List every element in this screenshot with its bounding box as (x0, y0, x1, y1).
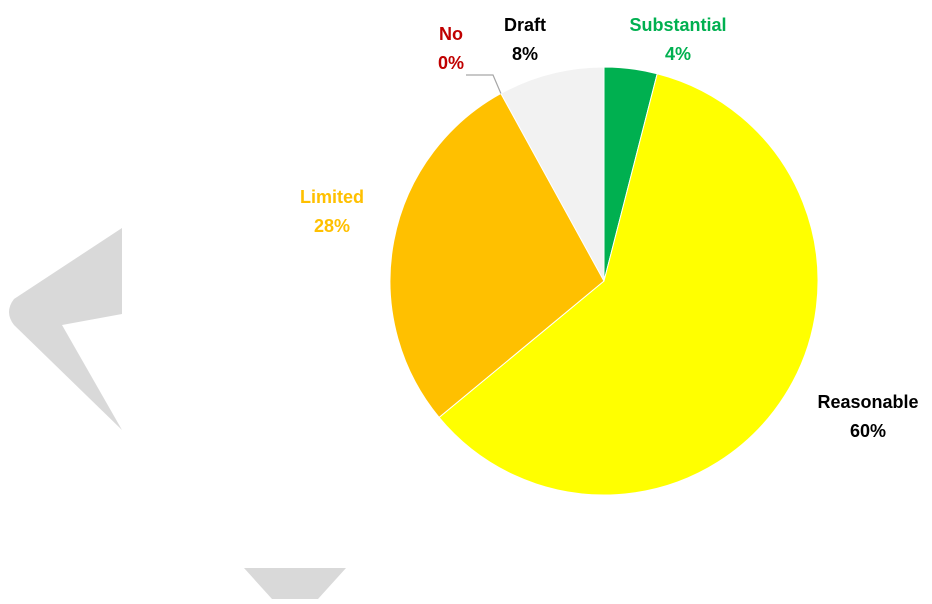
pie-slice-draft (500, 66, 605, 282)
slice-label-reasonable: Reasonable (817, 392, 918, 412)
pie-slice-limited (389, 92, 605, 419)
slice-label-draft: Draft (504, 15, 546, 35)
background-watermark (9, 228, 346, 599)
pie-slice-reasonable (438, 73, 819, 496)
leader-lines (466, 74, 502, 94)
slice-label-limited: Limited (300, 187, 364, 207)
slice-value-draft: 8% (512, 44, 538, 64)
watermark-chevron-bottom-shape (244, 568, 346, 599)
slice-label-no: No (439, 24, 463, 44)
slice-labels: Substantial 4% Reasonable 60% Limited 28% No 0%… (300, 15, 919, 441)
slice-value-substantial: 4% (665, 44, 691, 64)
slice-label-substantial: Substantial (629, 15, 726, 35)
slice-value-limited: 28% (314, 216, 350, 236)
leader-line-no (466, 74, 502, 94)
slice-value-reasonable: 60% (850, 421, 886, 441)
watermark-chevron-left-shape (9, 228, 122, 430)
slice-value-no: 0% (438, 53, 464, 73)
pie-slices (389, 66, 819, 496)
